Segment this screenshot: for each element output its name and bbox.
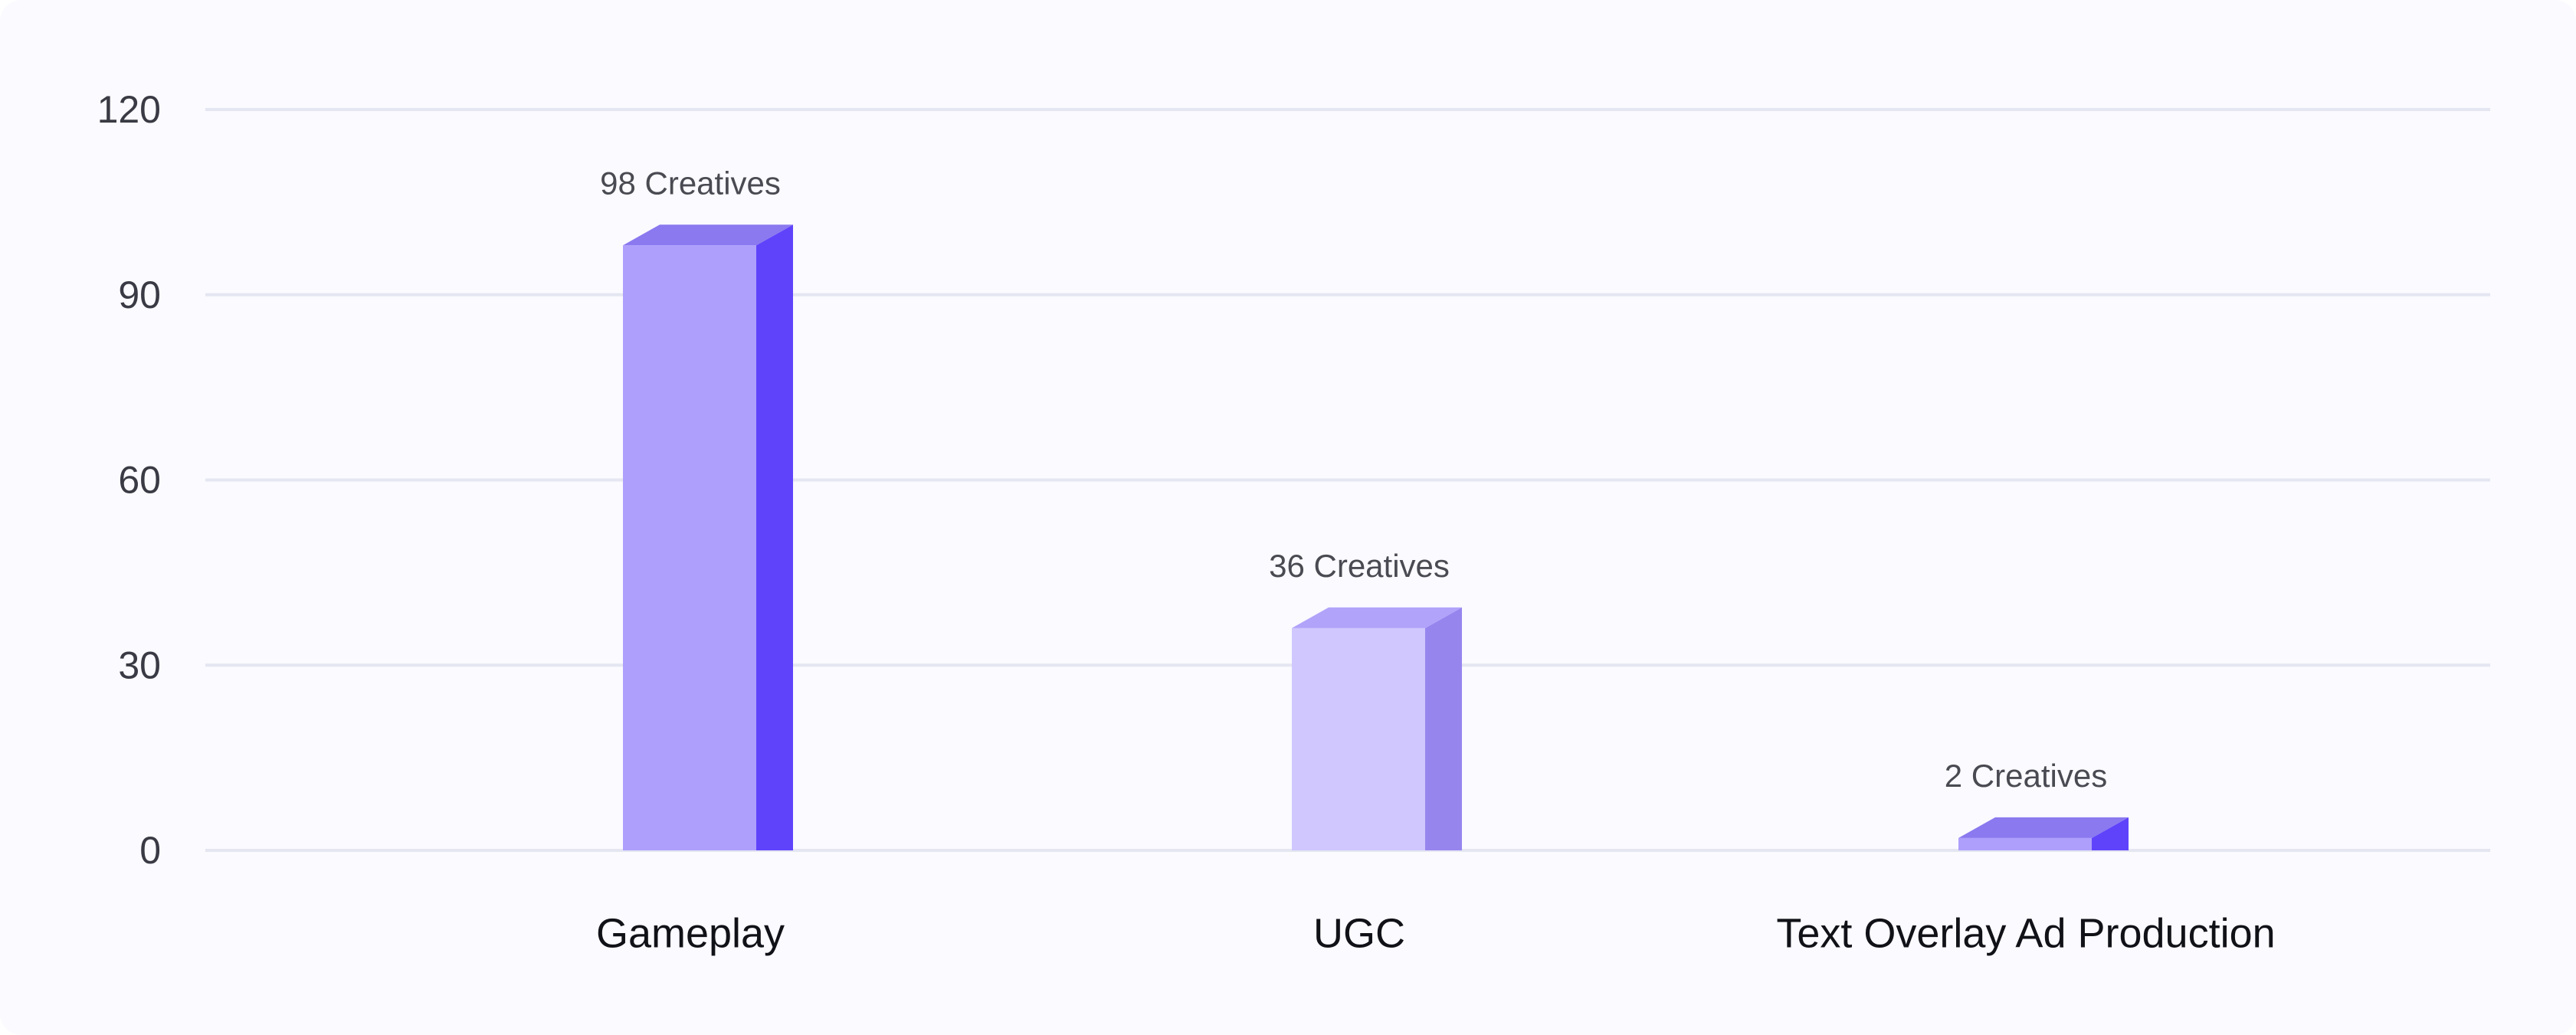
x-axis-category-labels: Gameplay UGC Text Overlay Ad Production [596,910,2276,956]
y-tick-label: 90 [118,273,161,316]
bars [623,224,2129,850]
y-tick-label: 60 [118,459,161,502]
bar-front-face [623,245,756,850]
bar [623,224,793,850]
bar-front-face [1958,837,2092,850]
bar-top-face [1958,817,2129,838]
x-category-label: Text Overlay Ad Production [1776,910,2275,956]
bar-front-face [1292,627,1425,850]
bar [1958,817,2129,850]
bar-side-face [1425,607,1462,850]
x-category-label: Gameplay [596,910,785,956]
x-category-label: UGC [1313,910,1405,956]
bar [1292,607,1462,850]
y-tick-label: 120 [97,88,161,131]
bar-top-face [623,224,793,246]
data-labels: 98 Creatives 36 Creatives 2 Creatives [600,165,2107,794]
bar-side-face [2092,817,2129,850]
bar-side-face [756,224,793,850]
bar-data-label: 36 Creatives [1269,548,1450,584]
y-axis-tick-labels: 0 30 60 90 120 [97,88,161,872]
bar-top-face [1292,607,1462,628]
y-tick-label: 0 [139,829,161,872]
bar-data-label: 98 Creatives [600,165,781,201]
y-tick-label: 30 [118,644,161,686]
bar-data-label: 2 Creatives [1945,758,2107,794]
